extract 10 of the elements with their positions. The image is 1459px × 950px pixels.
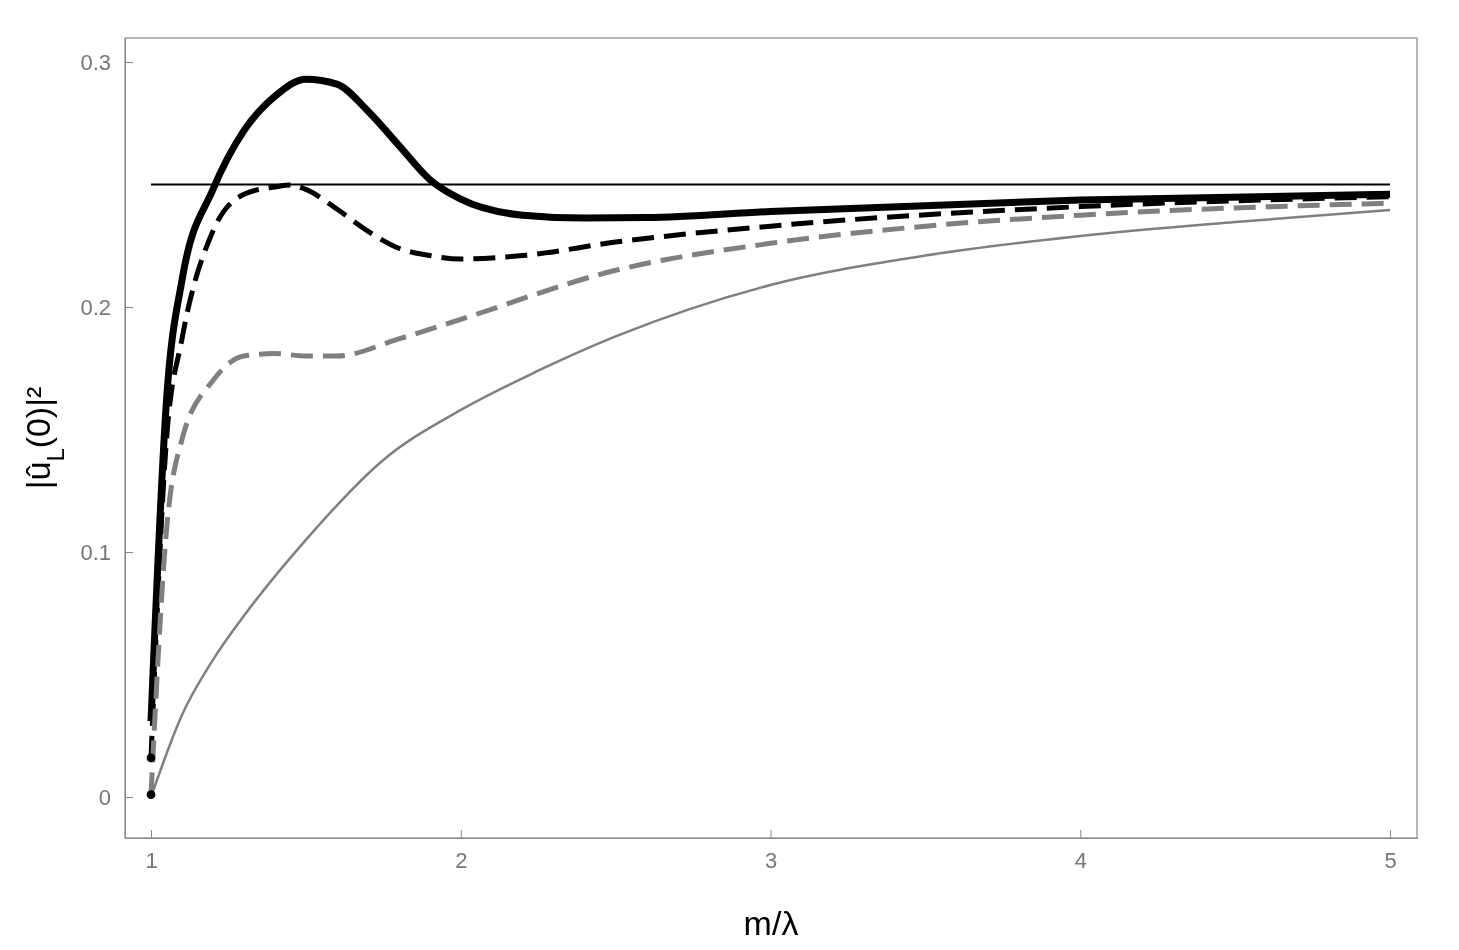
x-tick-label: 5 bbox=[1384, 847, 1397, 873]
y-tick-label: 0 bbox=[98, 784, 111, 810]
y-tick-label: 0.1 bbox=[80, 539, 111, 565]
y-tick-label: 0.2 bbox=[80, 294, 111, 320]
y-tick-label: 0.3 bbox=[80, 49, 111, 75]
x-axis-title: m/λ bbox=[743, 904, 799, 942]
x-tick-label: 2 bbox=[455, 847, 468, 873]
x-tick-label: 3 bbox=[764, 847, 778, 873]
x-tick-label: 4 bbox=[1074, 847, 1087, 873]
x-tick-label: 1 bbox=[145, 847, 158, 873]
